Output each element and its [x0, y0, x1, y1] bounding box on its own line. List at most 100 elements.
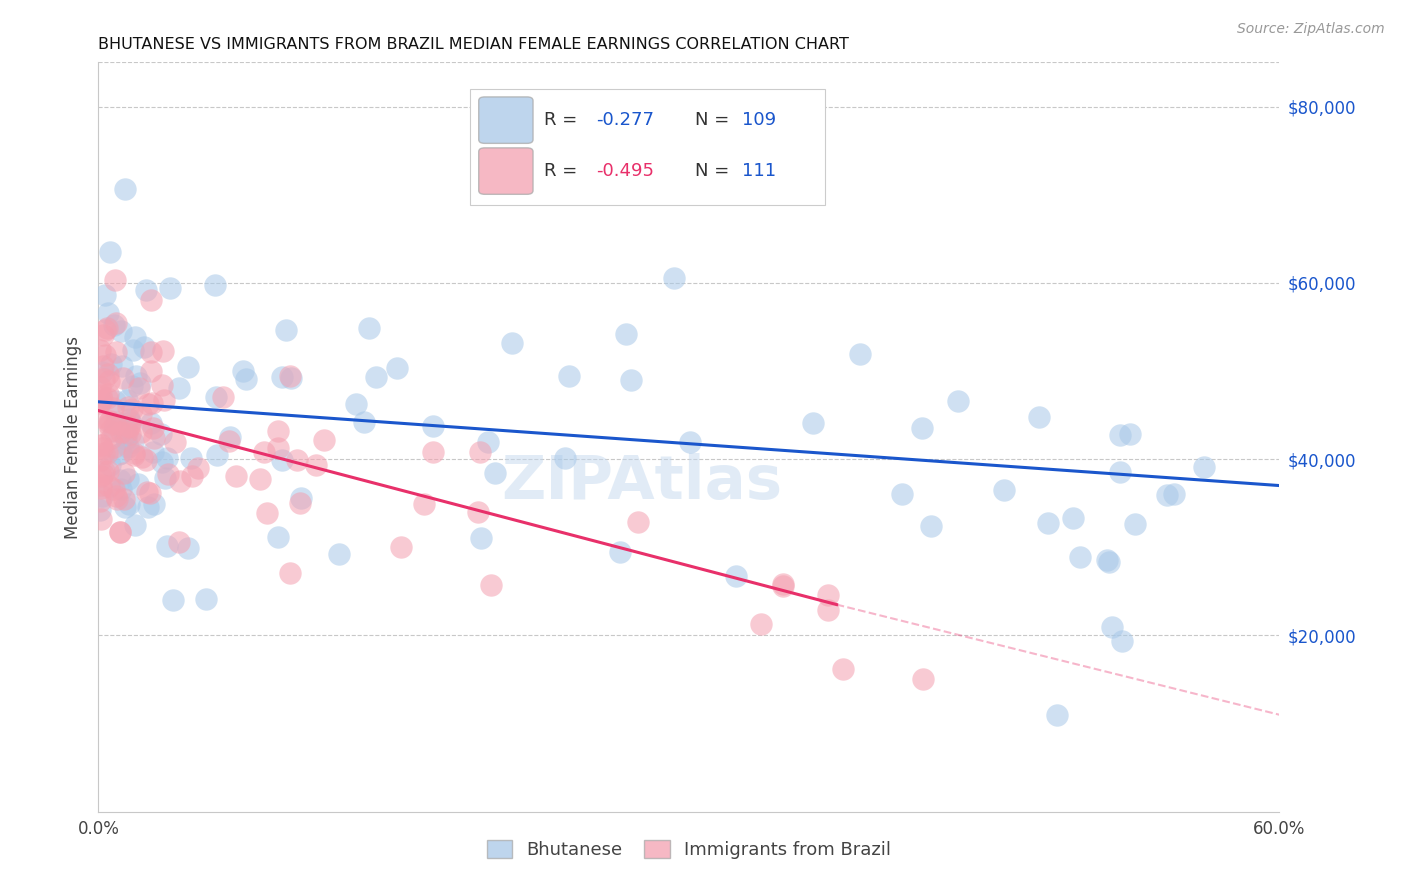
Point [1118, 427, 1140, 442]
Point [159, 281, 181, 295]
Point [180, 450, 202, 465]
Point [112, 491, 135, 506]
Text: 111: 111 [742, 162, 776, 180]
Point [124, 518, 146, 533]
Point [89, 343, 111, 358]
Text: ZIPAtlas: ZIPAtlas [501, 452, 782, 511]
Point [536, 153, 558, 167]
Point [89, 452, 111, 467]
Point [267, 424, 290, 438]
Point [205, 448, 228, 462]
Point [169, 535, 191, 549]
Point [114, 429, 136, 443]
Point [139, 486, 162, 500]
Point [127, 476, 149, 491]
Text: N =: N = [695, 162, 735, 180]
Point [112, 466, 135, 480]
Point [1156, 487, 1178, 501]
Point [135, 453, 157, 467]
Text: -0.277: -0.277 [596, 112, 654, 129]
Point [1028, 409, 1050, 424]
Point [104, 417, 127, 431]
Point [100, 432, 122, 446]
Point [167, 381, 190, 395]
Point [97, 386, 120, 401]
Point [849, 347, 872, 361]
Point [558, 368, 581, 383]
Point [1123, 517, 1146, 532]
Point [1111, 634, 1133, 648]
Point [91, 467, 114, 481]
Point [910, 420, 932, 434]
Point [139, 364, 162, 378]
Point [89, 503, 111, 517]
Point [278, 368, 301, 383]
Text: 109: 109 [742, 112, 776, 129]
Text: Source: ZipAtlas.com: Source: ZipAtlas.com [1237, 22, 1385, 37]
Point [385, 360, 408, 375]
Point [94, 347, 117, 361]
Text: N =: N = [695, 112, 735, 129]
Point [153, 471, 176, 485]
Point [157, 467, 180, 482]
Point [103, 424, 125, 438]
Point [115, 425, 138, 439]
Point [90, 438, 112, 452]
Point [772, 577, 794, 591]
Text: -0.495: -0.495 [596, 162, 654, 180]
Point [105, 492, 128, 507]
Point [136, 500, 159, 515]
Point [467, 505, 489, 519]
Point [150, 378, 173, 392]
Point [103, 318, 125, 332]
Point [96, 446, 118, 460]
Point [344, 397, 367, 411]
Point [142, 445, 165, 459]
Point [110, 324, 132, 338]
Point [288, 496, 311, 510]
Point [93, 372, 115, 386]
Point [90, 365, 112, 379]
Point [484, 467, 506, 481]
Point [89, 379, 111, 393]
Point [118, 419, 141, 434]
Point [218, 434, 240, 449]
Point [177, 359, 200, 374]
Point [121, 401, 143, 416]
Point [139, 416, 162, 430]
Point [143, 497, 166, 511]
Point [96, 391, 118, 405]
Point [114, 433, 136, 447]
Point [124, 330, 146, 344]
FancyBboxPatch shape [478, 148, 533, 194]
Point [271, 453, 294, 467]
Point [627, 515, 650, 529]
Point [256, 506, 278, 520]
FancyBboxPatch shape [478, 97, 533, 144]
Point [142, 421, 165, 435]
Point [94, 288, 117, 302]
Point [156, 539, 179, 553]
Point [117, 400, 139, 414]
Point [117, 440, 139, 454]
Point [100, 358, 122, 372]
Point [118, 497, 141, 511]
Point [314, 434, 336, 448]
Point [105, 415, 128, 429]
Point [89, 396, 111, 410]
Point [470, 531, 492, 545]
Point [122, 446, 145, 460]
Point [225, 469, 247, 483]
Point [152, 343, 174, 358]
Point [267, 530, 290, 544]
Point [413, 497, 436, 511]
Point [94, 323, 117, 337]
Point [169, 475, 191, 489]
Point [609, 545, 631, 559]
Point [91, 441, 114, 455]
Point [90, 438, 112, 452]
Point [100, 424, 122, 438]
Point [204, 277, 226, 292]
Point [90, 481, 112, 495]
Point [98, 458, 121, 472]
